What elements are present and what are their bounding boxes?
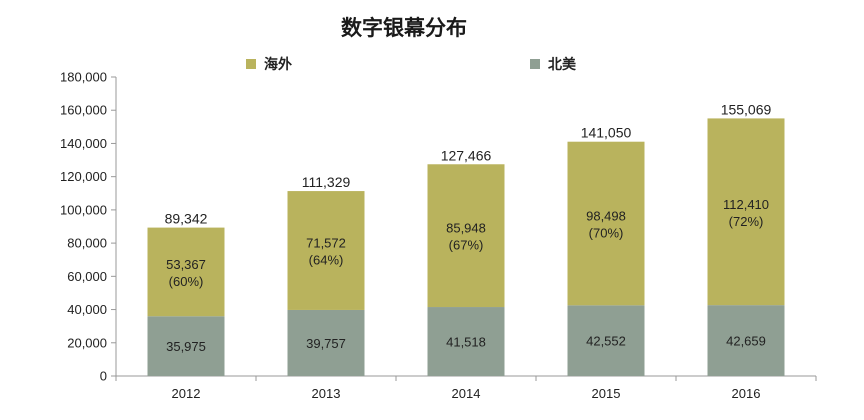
bars bbox=[147, 118, 785, 376]
bar-overseas bbox=[427, 164, 505, 308]
bar-north-america bbox=[427, 307, 505, 376]
y-tick-label: 100,000 bbox=[60, 202, 107, 217]
data-label-north-america: 41,518 bbox=[446, 335, 486, 350]
y-tick-label: 160,000 bbox=[60, 103, 107, 118]
bar-overseas bbox=[707, 118, 785, 306]
watermark-cn: 时光网 bbox=[826, 376, 856, 389]
y-tick-label: 40,000 bbox=[67, 302, 107, 317]
data-label-overseas: 112,410 bbox=[723, 197, 769, 212]
bar-north-america bbox=[147, 316, 225, 376]
data-label-overseas-share: (70%) bbox=[589, 226, 624, 241]
y-tick-label: 180,000 bbox=[60, 70, 107, 85]
x-category-label: 2015 bbox=[592, 386, 621, 401]
data-label-overseas-share: (72%) bbox=[729, 214, 764, 229]
data-label-overseas-share: (60%) bbox=[169, 274, 204, 289]
chart-title: 数字银幕分布 bbox=[341, 16, 467, 40]
data-label-north-america: 42,659 bbox=[726, 334, 766, 349]
data-labels: 35,975 53,367 (60%) 89,342 39,757 71,572 (64%)… bbox=[165, 101, 772, 354]
data-label-total: 141,050 bbox=[581, 125, 632, 141]
x-category-label: 2013 bbox=[312, 386, 341, 401]
data-label-total: 155,069 bbox=[721, 101, 772, 117]
y-tick-label: 120,000 bbox=[60, 169, 107, 184]
x-category-label: 2012 bbox=[172, 386, 201, 401]
bar-overseas bbox=[287, 191, 365, 310]
x-axis-categories: 2012 2013 2014 2015 2016 bbox=[172, 386, 761, 401]
data-label-total: 89,342 bbox=[165, 211, 208, 227]
data-label-north-america: 39,757 bbox=[306, 336, 346, 351]
legend-label-overseas: 海外 bbox=[264, 56, 292, 73]
bar-north-america bbox=[287, 309, 365, 376]
bar-overseas bbox=[567, 141, 645, 306]
x-category-label: 2014 bbox=[452, 386, 481, 401]
data-label-overseas: 71,572 bbox=[306, 236, 346, 251]
y-tick-label: 60,000 bbox=[67, 269, 107, 284]
data-label-total: 111,329 bbox=[302, 174, 351, 190]
y-tick-label: 80,000 bbox=[67, 236, 107, 251]
x-category-label: 2016 bbox=[732, 386, 761, 401]
legend-label-north-america: 北美 bbox=[548, 56, 577, 73]
watermark-brand: Mtime bbox=[768, 374, 832, 399]
y-tick-label: 0 bbox=[100, 369, 107, 384]
data-label-overseas: 98,498 bbox=[586, 209, 626, 224]
legend: 海外 北美 bbox=[246, 56, 577, 73]
data-label-north-america: 42,552 bbox=[586, 334, 626, 349]
legend-swatch-north-america bbox=[530, 59, 540, 69]
data-label-overseas: 85,948 bbox=[446, 221, 486, 236]
watermark: Mtime 时光网 mtime.com bbox=[768, 374, 856, 413]
data-label-north-america: 35,975 bbox=[166, 339, 206, 354]
data-label-overseas-share: (67%) bbox=[449, 238, 484, 253]
y-tick-label: 20,000 bbox=[67, 335, 107, 350]
data-label-overseas: 53,367 bbox=[166, 257, 206, 272]
data-label-total: 127,466 bbox=[441, 147, 492, 163]
y-tick-label: 140,000 bbox=[60, 136, 107, 151]
bar-overseas bbox=[147, 227, 225, 317]
y-axis-ticks: 0 20,000 40,000 60,000 80,000 100,000 120,000 1… bbox=[60, 70, 116, 384]
bar-north-america bbox=[707, 305, 785, 376]
legend-swatch-overseas bbox=[246, 59, 256, 69]
data-label-overseas-share: (64%) bbox=[309, 253, 344, 268]
bar-north-america bbox=[567, 305, 645, 376]
watermark-url: mtime.com bbox=[800, 401, 854, 413]
